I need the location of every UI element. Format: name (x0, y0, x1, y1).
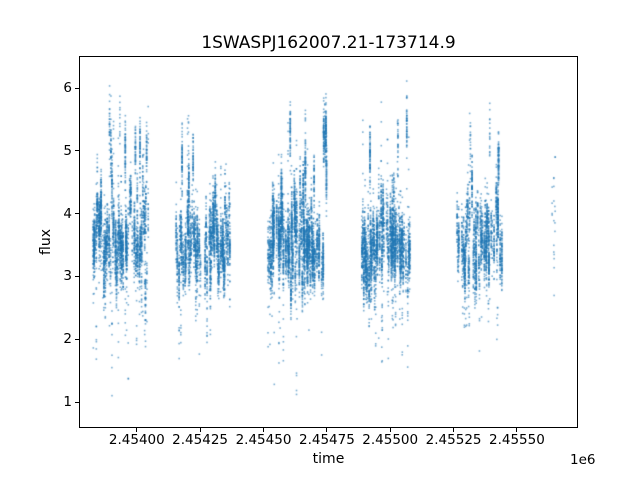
y-tick (75, 213, 79, 215)
y-tick (75, 401, 79, 403)
x-offset-text: 1e6 (570, 452, 596, 468)
x-axis-label: time (312, 451, 345, 467)
y-tick (75, 87, 79, 89)
x-tick-label: 2.45425 (172, 432, 229, 448)
y-tick-label: 2 (63, 331, 72, 348)
y-tick-label: 1 (63, 394, 72, 410)
x-tick (516, 428, 518, 432)
x-tick (263, 428, 264, 432)
plot-title: 1SWASPJ162007.21-173714.9 (201, 33, 456, 53)
x-tick (199, 428, 201, 432)
x-tick-label: 2.45450 (235, 432, 292, 448)
x-tick-label: 2.45550 (488, 432, 545, 448)
x-tick (136, 428, 138, 432)
plot-area (79, 56, 578, 428)
x-tick-label: 2.45475 (298, 432, 355, 448)
y-tick-label: 6 (63, 80, 72, 96)
y-tick-label: 4 (63, 205, 72, 222)
x-tick (453, 428, 455, 432)
x-tick (326, 428, 328, 432)
x-tick-label: 2.45525 (425, 432, 482, 448)
y-tick (75, 150, 79, 152)
x-tick-label: 2.45400 (108, 432, 165, 448)
scatter-canvas (80, 57, 577, 427)
y-tick (75, 275, 79, 277)
x-tick (389, 428, 391, 432)
y-tick (75, 338, 79, 340)
x-tick-label: 2.45500 (362, 432, 419, 448)
y-axis-label: flux (38, 229, 54, 255)
y-tick-label: 5 (63, 142, 72, 159)
y-tick-label: 3 (63, 268, 72, 285)
